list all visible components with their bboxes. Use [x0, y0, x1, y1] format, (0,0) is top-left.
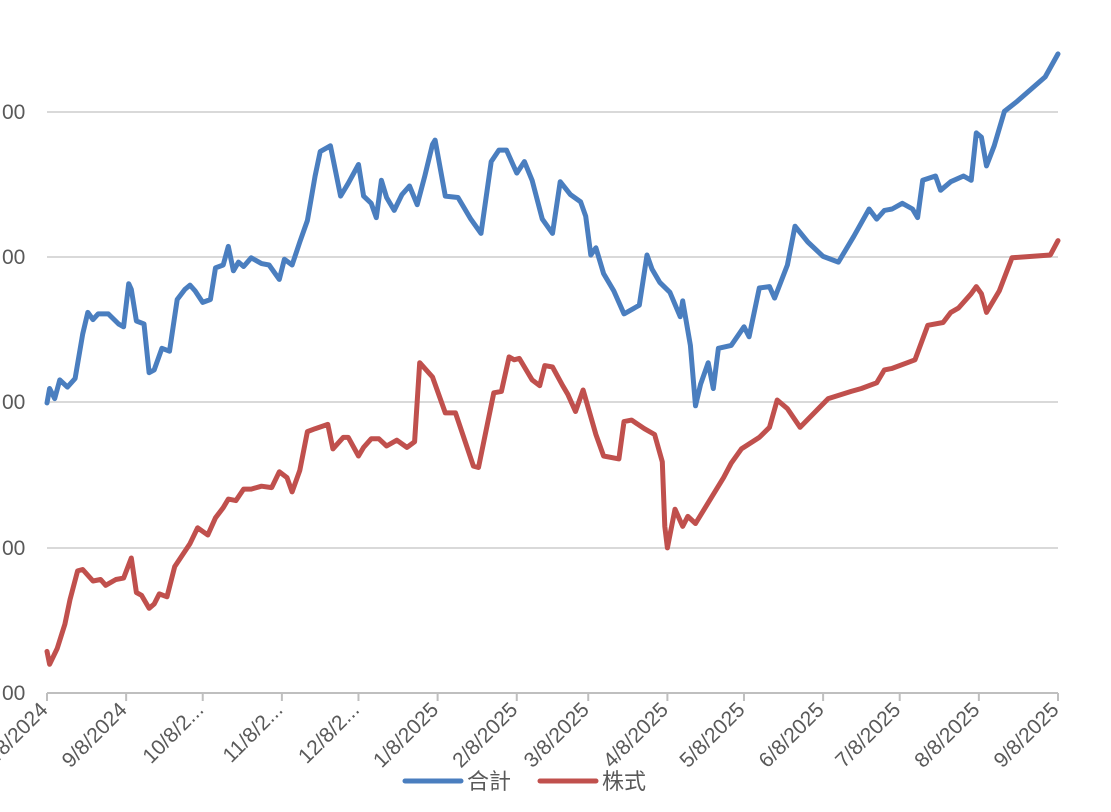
legend: 合計 株式: [402, 770, 646, 795]
y-axis-tick-labels: 00 00 00 00 00: [2, 101, 25, 705]
series-lines: [44, 51, 1061, 667]
x-tick-label: 12/8/2...: [294, 698, 364, 768]
x-axis: 8/8/2024 9/8/2024 10/8/2... 11/8/2... 12/8/2…: [0, 692, 1064, 772]
x-tick-label: 8/8/2025: [910, 698, 984, 772]
legend-label: 合計: [467, 770, 511, 795]
x-tick-label: 6/8/2025: [755, 698, 829, 772]
y-tick-label: 00: [2, 682, 25, 705]
y-tick-label: 00: [2, 391, 25, 414]
y-tick-label: 00: [2, 537, 25, 560]
series-line-stocks: [44, 238, 1061, 667]
x-tick-label: 9/8/2024: [58, 698, 132, 772]
x-tick-label: 11/8/2...: [219, 698, 288, 767]
gridlines: [47, 111, 1058, 549]
x-tick-label: 8/8/2024: [0, 698, 53, 772]
x-tick-label: 9/8/2025: [989, 698, 1063, 772]
series-line-total: [44, 51, 1061, 409]
x-tick-label: 2/8/2025: [448, 698, 522, 772]
x-tick-label: 3/8/2025: [520, 698, 594, 772]
y-tick-label: 00: [2, 246, 25, 269]
x-tick-label: 1/8/2025: [369, 698, 443, 772]
legend-label: 株式: [602, 770, 646, 795]
x-tick-label: 10/8/2...: [138, 698, 208, 768]
y-tick-label: 00: [2, 101, 25, 124]
x-tick-label: 5/8/2025: [675, 698, 749, 772]
x-tick-label: 4/8/2025: [599, 698, 673, 772]
x-tick-label: 7/8/2025: [831, 698, 905, 772]
